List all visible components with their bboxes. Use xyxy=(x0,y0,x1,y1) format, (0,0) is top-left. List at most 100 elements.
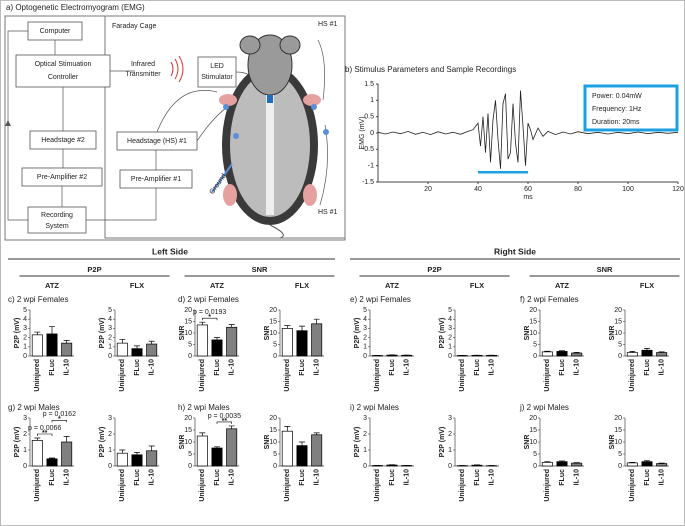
y-axis-label: P2P (mV) xyxy=(354,427,361,458)
y-tick-label: 1 xyxy=(23,344,27,351)
y-tick-label: 5 xyxy=(273,341,277,348)
node xyxy=(15,54,111,88)
significance-stars: * xyxy=(58,416,61,423)
bar xyxy=(556,461,568,467)
bar xyxy=(31,440,43,467)
y-tick-label: 0 xyxy=(363,463,367,470)
panel-title: g) 2 wpi Males xyxy=(8,403,60,412)
bar xyxy=(61,441,73,467)
y-axis-label: SNR xyxy=(609,435,616,450)
x-tick-label: FLuc xyxy=(644,469,651,486)
panel-title: b) Stimulus Parameters and Sample Record… xyxy=(345,65,516,74)
y-tick-label: 5 xyxy=(533,341,537,348)
mouse-spine xyxy=(266,95,274,215)
node-label: Pre-Amplifier #1 xyxy=(131,176,181,183)
y-tick-label: 20 xyxy=(529,307,537,314)
bar xyxy=(61,342,73,357)
y-tick-label: 0 xyxy=(108,463,112,470)
x-tick-label: 80 xyxy=(574,186,582,193)
y-tick-label: 0 xyxy=(23,463,27,470)
x-tick-label: FLuc xyxy=(389,359,396,376)
annotation: Power: 0.04mW xyxy=(592,93,642,100)
x-tick-label: FLuc xyxy=(134,469,141,486)
x-tick-label: IL-10 xyxy=(149,469,156,485)
bar xyxy=(656,352,668,357)
y-tick-label: 1 xyxy=(108,344,112,351)
implant xyxy=(267,95,273,103)
x-tick-label: FLuc xyxy=(474,469,481,486)
error-bar xyxy=(214,446,220,448)
y-tick-label: 20 xyxy=(269,415,277,422)
bar xyxy=(296,330,308,357)
panel-title: i) 2 wpi Males xyxy=(350,403,399,412)
node-label: Stimulator xyxy=(201,74,233,81)
y-tick-label: 3 xyxy=(23,415,27,422)
arrow xyxy=(5,120,11,126)
y-tick-label: 5 xyxy=(618,451,622,458)
error-bar xyxy=(148,340,155,345)
y-tick-label: 1.5 xyxy=(364,81,374,88)
y-tick-label: 15 xyxy=(269,427,277,434)
panel-a: a) Optogenetic Electromyogram (EMG) Fara… xyxy=(4,3,346,241)
bar xyxy=(311,323,323,357)
bar xyxy=(471,464,483,467)
y-tick-label: 0 xyxy=(448,353,452,360)
bar xyxy=(116,342,128,357)
annotation: Duration: 20ms xyxy=(592,119,640,126)
cage-label: Faraday Cage xyxy=(112,23,156,30)
y-tick-label: 5 xyxy=(108,307,112,314)
p-value: p = 0.0193 xyxy=(193,309,226,316)
significance-bracket xyxy=(51,420,67,423)
panel-title: f) 2 wpi Females xyxy=(520,295,579,304)
y-tick-label: 0 xyxy=(23,353,27,360)
bar xyxy=(226,428,238,467)
y-tick-label: 0 xyxy=(618,463,622,470)
x-tick-label: Uninjured xyxy=(284,469,291,502)
y-tick-label: 0 xyxy=(618,353,622,360)
y-tick-label: 1 xyxy=(370,97,374,104)
significance-stars: * xyxy=(208,314,211,321)
x-tick-label: Uninjured xyxy=(119,359,126,392)
y-axis-label: EMG (mV) xyxy=(359,116,366,149)
x-tick-label: IL-10 xyxy=(229,469,236,485)
y-tick-label: 0 xyxy=(108,353,112,360)
error-bar xyxy=(299,325,305,331)
panel-title: a) Optogenetic Electromyogram (EMG) xyxy=(6,3,145,12)
bar xyxy=(386,464,398,467)
sub-header: FLX xyxy=(470,281,484,290)
y-axis-label: P2P (mV) xyxy=(439,318,446,349)
node-label: System xyxy=(45,223,69,230)
x-tick-label: IL-10 xyxy=(149,359,156,375)
y-tick-label: 3 xyxy=(108,325,112,332)
y-tick-label: 5 xyxy=(448,307,452,314)
side-header: Left Side xyxy=(152,246,188,256)
x-tick-label: FLuc xyxy=(214,469,221,486)
bar xyxy=(541,462,553,467)
x-tick-label: FLuc xyxy=(474,359,481,376)
x-tick-label: Uninjured xyxy=(544,359,551,392)
bar xyxy=(296,445,308,467)
y-tick-label: 0 xyxy=(273,353,277,360)
tail xyxy=(269,224,284,239)
bar xyxy=(641,461,653,467)
error-bar xyxy=(559,350,565,352)
bar xyxy=(196,324,208,357)
y-tick-label: 4 xyxy=(363,316,367,323)
paw xyxy=(223,184,237,206)
bar xyxy=(226,326,238,357)
cage-box xyxy=(104,15,346,239)
bar xyxy=(311,434,323,467)
node-label: Headstage (HS) #1 xyxy=(127,138,187,145)
y-tick-label: 1 xyxy=(363,447,367,454)
node-label: Infrared xyxy=(131,61,155,68)
y-tick-label: 20 xyxy=(184,307,192,314)
error-bar xyxy=(284,325,291,329)
bar xyxy=(541,351,553,357)
error-bar xyxy=(544,350,551,352)
y-tick-label: 15 xyxy=(269,318,277,325)
electrode xyxy=(311,104,317,110)
panel-title: e) 2 wpi Females xyxy=(350,295,411,304)
error-bar xyxy=(34,331,41,335)
node-label: Transmitter xyxy=(125,71,161,78)
y-tick-label: 2 xyxy=(23,334,27,341)
